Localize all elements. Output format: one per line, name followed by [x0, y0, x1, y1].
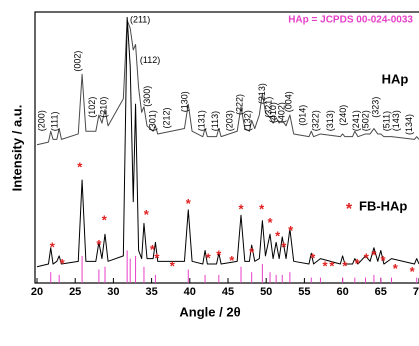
- series-label: HAp: [382, 71, 409, 86]
- x-tick-label: 45: [222, 286, 234, 298]
- series-line: [36, 16, 419, 268]
- peak-label: (002): [73, 51, 83, 72]
- peak-label: (322): [310, 110, 320, 131]
- peak-label: (240): [338, 105, 348, 126]
- x-tick-label: 25: [69, 286, 81, 298]
- peak-label: (131): [196, 110, 206, 131]
- peak-label: (241): [351, 110, 361, 131]
- asterisk-marker: *: [102, 212, 108, 227]
- peak-label: (323): [371, 97, 381, 118]
- asterisk-marker: *: [170, 258, 176, 273]
- asterisk-marker: *: [281, 239, 287, 254]
- asterisk-marker: *: [288, 223, 294, 238]
- x-tick-label: 30: [107, 286, 119, 298]
- asterisk-marker: *: [206, 250, 212, 265]
- peak-label: (321): [264, 97, 274, 118]
- series-label: FB-HAp: [359, 198, 407, 213]
- peak-label: (213): [257, 83, 267, 104]
- peak-label: (211): [130, 15, 150, 25]
- asterisk-marker: *: [60, 256, 66, 271]
- peak-label: (502): [361, 110, 371, 131]
- asterisk-marker: *: [154, 250, 160, 265]
- plot-frame: [34, 11, 419, 284]
- peak-label: (212): [161, 107, 171, 128]
- peak-label: (111): [50, 112, 60, 132]
- asterisk-marker: *: [186, 196, 192, 211]
- x-tick-label: 70: [413, 286, 419, 298]
- asterisk-marker: *: [393, 261, 399, 276]
- peak-label: (511): [381, 111, 391, 131]
- asterisk-marker: *: [77, 160, 83, 175]
- x-tick-label: 50: [260, 286, 272, 298]
- asterisk-marker: *: [267, 215, 273, 230]
- peak-label: (113): [210, 111, 220, 131]
- peak-label: (200): [37, 110, 47, 131]
- peak-label: (130): [180, 91, 190, 112]
- asterisk-marker: *: [144, 207, 150, 222]
- x-tick-label: 65: [375, 286, 387, 298]
- asterisk-marker: *: [50, 239, 56, 254]
- asterisk-marker: *: [322, 258, 328, 273]
- asterisk-marker: *: [342, 258, 348, 273]
- asterisk-marker: *: [381, 253, 387, 268]
- asterisk-marker: *: [229, 253, 235, 268]
- asterisk-marker: *: [238, 202, 244, 217]
- asterisk-marker: *: [259, 202, 265, 217]
- asterisk-marker: *: [355, 256, 361, 271]
- peak-label: (301): [147, 110, 157, 131]
- peak-label: (222): [235, 94, 245, 115]
- peak-label: (300): [142, 86, 152, 107]
- peak-label: (134): [404, 114, 414, 135]
- peak-label: (112): [140, 55, 160, 65]
- reference-label: HAp = JCPDS 00-024-0033: [288, 15, 413, 26]
- x-tick-label: 20: [31, 286, 43, 298]
- asterisk-marker: *: [371, 248, 377, 263]
- asterisk-marker: *: [150, 242, 156, 257]
- y-axis-label: Intensity / a.u.: [9, 105, 24, 192]
- peak-label: (410): [268, 102, 278, 123]
- asterisk-marker: *: [410, 264, 416, 279]
- asterisk-marker: *: [249, 245, 255, 260]
- x-tick-label: 55: [298, 286, 310, 298]
- peak-label: (102): [87, 97, 97, 118]
- x-tick-label: 40: [184, 286, 196, 298]
- asterisk-marker: *: [96, 237, 102, 252]
- peak-label: (402): [277, 102, 287, 123]
- peak-label: (313): [325, 110, 335, 131]
- peak-label: (143): [391, 110, 401, 131]
- x-axis-label: Angle / 2θ: [179, 304, 240, 319]
- peak-label: (132): [242, 110, 252, 131]
- asterisk-marker: *: [216, 248, 222, 263]
- legend-marker: *: [346, 201, 353, 218]
- asterisk-marker: *: [329, 258, 335, 273]
- asterisk-marker: *: [275, 229, 281, 244]
- x-tick-label: 60: [336, 286, 348, 298]
- asterisk-marker: *: [364, 250, 370, 265]
- asterisk-marker: *: [310, 250, 316, 265]
- peak-label: (014): [297, 105, 307, 126]
- peak-label: (203): [225, 110, 235, 131]
- x-tick-label: 35: [145, 286, 157, 298]
- peak-label: (004): [283, 91, 293, 112]
- series-line: [36, 19, 419, 146]
- peak-label: (210): [99, 97, 109, 118]
